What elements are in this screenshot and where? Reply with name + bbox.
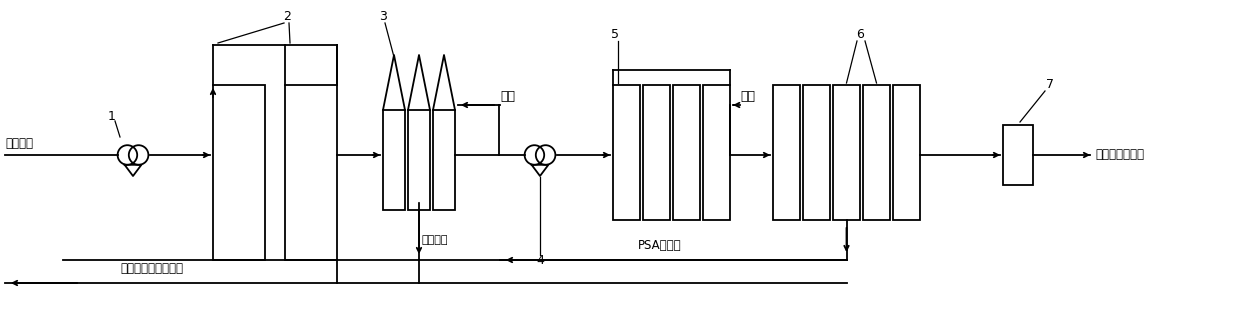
Text: 蒸气: 蒸气	[500, 90, 515, 104]
Bar	[773, 85, 800, 220]
Bar	[703, 85, 730, 220]
Bar	[804, 85, 830, 220]
Text: 冷凝污水: 冷凝污水	[422, 235, 449, 245]
Text: 燃料电池用氢气: 燃料电池用氢气	[1095, 148, 1145, 162]
Text: 1: 1	[108, 111, 115, 123]
Bar	[644, 85, 670, 220]
Text: 3: 3	[379, 10, 387, 24]
Bar	[893, 85, 920, 220]
Text: 7: 7	[1047, 78, 1054, 91]
Text: 4: 4	[536, 254, 544, 266]
Text: 5: 5	[611, 28, 619, 42]
Text: 6: 6	[856, 28, 864, 42]
Bar	[213, 85, 265, 260]
Bar	[408, 110, 430, 210]
Bar	[863, 85, 890, 220]
Text: 2: 2	[283, 10, 291, 24]
Text: 再生吸气去废气火炬: 再生吸气去废气火炬	[120, 262, 184, 275]
Bar	[433, 110, 455, 210]
Bar	[673, 85, 701, 220]
Bar	[383, 110, 405, 210]
Text: PSA解吸气: PSA解吸气	[639, 239, 682, 252]
Bar	[613, 85, 640, 220]
Text: 蒸气: 蒸气	[740, 90, 755, 104]
Bar	[833, 85, 861, 220]
Text: 黄磷尾气: 黄磷尾气	[5, 137, 33, 150]
Bar	[285, 85, 337, 260]
Bar	[1003, 125, 1033, 185]
